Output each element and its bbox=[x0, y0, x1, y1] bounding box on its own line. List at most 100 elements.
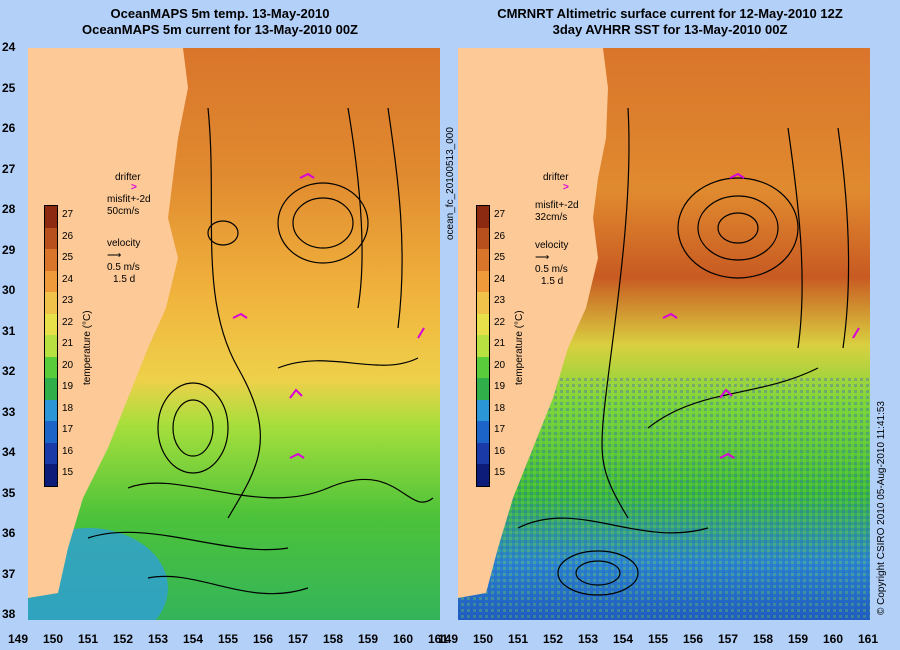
lon-tick-label: 158 bbox=[753, 632, 774, 646]
lon-tick-label: 152 bbox=[113, 632, 134, 646]
colorbar-segment bbox=[45, 356, 57, 379]
right-title-line2: 3day AVHRR SST for 13-May-2010 00Z bbox=[552, 22, 788, 37]
lat-tick-label: 26 bbox=[2, 121, 16, 135]
lon-tick-label: 152 bbox=[543, 632, 564, 646]
lon-tick-label: 161 bbox=[428, 632, 449, 646]
lon-tick-label: 150 bbox=[473, 632, 494, 646]
lat-tick-label: 32 bbox=[2, 364, 16, 378]
right-map-svg bbox=[458, 48, 870, 620]
colorbar-segment bbox=[45, 442, 57, 465]
right-legend-vel-time: 1.5 d bbox=[541, 276, 564, 287]
left-legend-drifter: drifter bbox=[115, 172, 141, 183]
colorbar-segment bbox=[45, 464, 57, 487]
lon-tick-label: 150 bbox=[43, 632, 64, 646]
colorbar-tick-label: 16 bbox=[494, 445, 506, 457]
colorbar-tick-label: 26 bbox=[494, 230, 506, 242]
right-land bbox=[458, 48, 608, 598]
right-drifters bbox=[662, 172, 860, 459]
lat-tick-label: 29 bbox=[2, 242, 16, 257]
lat-tick-label: 36 bbox=[2, 526, 16, 540]
colorbar-segment bbox=[477, 421, 489, 444]
side-file-label: ocean_fc_20100513_000 bbox=[445, 127, 456, 240]
lat-tick-label: 28 bbox=[2, 202, 16, 216]
left-drifters bbox=[232, 172, 425, 459]
lat-tick-label: 31 bbox=[2, 323, 16, 338]
colorbar-tick-label: 27 bbox=[62, 209, 74, 220]
lat-tick-label: 37 bbox=[2, 566, 16, 581]
lon-tick-label: 151 bbox=[508, 632, 529, 646]
colorbar-segment bbox=[45, 227, 57, 250]
lon-tick-label: 160 bbox=[823, 632, 844, 646]
left-land bbox=[28, 48, 188, 598]
colorbar-tick-label: 18 bbox=[494, 402, 506, 414]
copyright-label: © Copyright CSIRO 2010 05-Aug-2010 11:41… bbox=[876, 401, 887, 615]
lon-tick-label: 156 bbox=[683, 632, 704, 646]
colorbar-segment bbox=[477, 378, 489, 401]
colorbar-segment bbox=[45, 399, 57, 422]
lon-tick-label: 161 bbox=[858, 632, 879, 646]
colorbar-segment bbox=[477, 464, 489, 487]
colorbar-segment bbox=[477, 206, 489, 229]
right-title: CMRNRT Altimetric surface current for 12… bbox=[450, 6, 890, 38]
colorbar-segment bbox=[45, 249, 57, 272]
colorbar-tick-label: 24 bbox=[494, 273, 506, 285]
colorbar-segment bbox=[45, 270, 57, 293]
colorbar-tick-label: 20 bbox=[494, 359, 506, 371]
lon-tick-label: 160 bbox=[393, 632, 414, 646]
colorbar-tick-label: 22 bbox=[494, 316, 506, 328]
left-legend-speed: 50cm/s bbox=[107, 206, 140, 217]
lon-tick-label: 154 bbox=[613, 632, 634, 646]
colorbar-segment bbox=[477, 335, 489, 358]
colorbar-segment bbox=[45, 292, 57, 315]
colorbar-segment bbox=[477, 270, 489, 293]
lon-tick-label: 155 bbox=[218, 632, 239, 646]
lat-tick-label: 27 bbox=[2, 161, 16, 176]
right-map-panel bbox=[458, 48, 870, 620]
colorbar-segment bbox=[45, 313, 57, 336]
left-colorbar-title: temperature (°C) bbox=[82, 310, 93, 385]
left-legend-vel-time: 1.5 d bbox=[113, 274, 136, 285]
right-legend-misfit: misfit+-2d bbox=[535, 200, 579, 211]
lat-tick-label: 24 bbox=[2, 40, 16, 54]
colorbar-tick-label: 25 bbox=[62, 252, 74, 264]
colorbar-tick-label: 24 bbox=[62, 273, 74, 285]
colorbar-segment bbox=[477, 399, 489, 422]
lat-tick-label: 33 bbox=[2, 404, 16, 419]
colorbar-tick-label: 15 bbox=[494, 467, 506, 479]
colorbar-tick-label: 18 bbox=[62, 402, 74, 414]
colorbar-segment bbox=[477, 356, 489, 379]
left-map-panel bbox=[28, 48, 440, 620]
lon-tick-label: 153 bbox=[148, 632, 169, 646]
colorbar-segment bbox=[477, 313, 489, 336]
right-title-line1: CMRNRT Altimetric surface current for 12… bbox=[497, 6, 843, 21]
colorbar-tick-label: 15 bbox=[62, 467, 74, 479]
colorbar-segment bbox=[45, 206, 57, 229]
lat-tick-label: 30 bbox=[2, 283, 16, 297]
colorbar-tick-label: 19 bbox=[494, 381, 506, 393]
left-legend-velocity: velocity bbox=[107, 238, 141, 249]
colorbar-segment bbox=[477, 227, 489, 250]
colorbar-tick-label: 20 bbox=[62, 359, 74, 371]
left-legend-vel-scale: 0.5 m/s bbox=[107, 262, 140, 273]
left-title-line2: OceanMAPS 5m current for 13-May-2010 00Z bbox=[82, 22, 358, 37]
lat-tick-label: 34 bbox=[2, 445, 16, 459]
left-legend-arrow-icon: ⟶ bbox=[107, 250, 122, 261]
lat-tick-label: 35 bbox=[2, 485, 16, 500]
lat-tick-label: 25 bbox=[2, 80, 16, 95]
colorbar-segment bbox=[477, 292, 489, 315]
lon-tick-label: 149 bbox=[8, 632, 29, 646]
colorbar-segment bbox=[45, 378, 57, 401]
lat-tick-label: 38 bbox=[2, 607, 16, 621]
colorbar-tick-label: 16 bbox=[62, 445, 74, 457]
left-title: OceanMAPS 5m temp. 13-May-2010 OceanMAPS… bbox=[10, 6, 430, 38]
colorbar-tick-label: 23 bbox=[62, 295, 74, 307]
colorbar-tick-label: 19 bbox=[62, 381, 74, 393]
left-map-svg bbox=[28, 48, 440, 620]
lon-tick-label: 159 bbox=[358, 632, 379, 646]
colorbar-tick-label: 23 bbox=[494, 295, 506, 307]
lon-tick-label: 157 bbox=[718, 632, 739, 646]
colorbar-tick-label: 27 bbox=[494, 209, 506, 220]
lon-tick-label: 155 bbox=[648, 632, 669, 646]
right-legend-arrow-icon: ⟶ bbox=[535, 252, 550, 263]
lon-tick-label: 156 bbox=[253, 632, 274, 646]
